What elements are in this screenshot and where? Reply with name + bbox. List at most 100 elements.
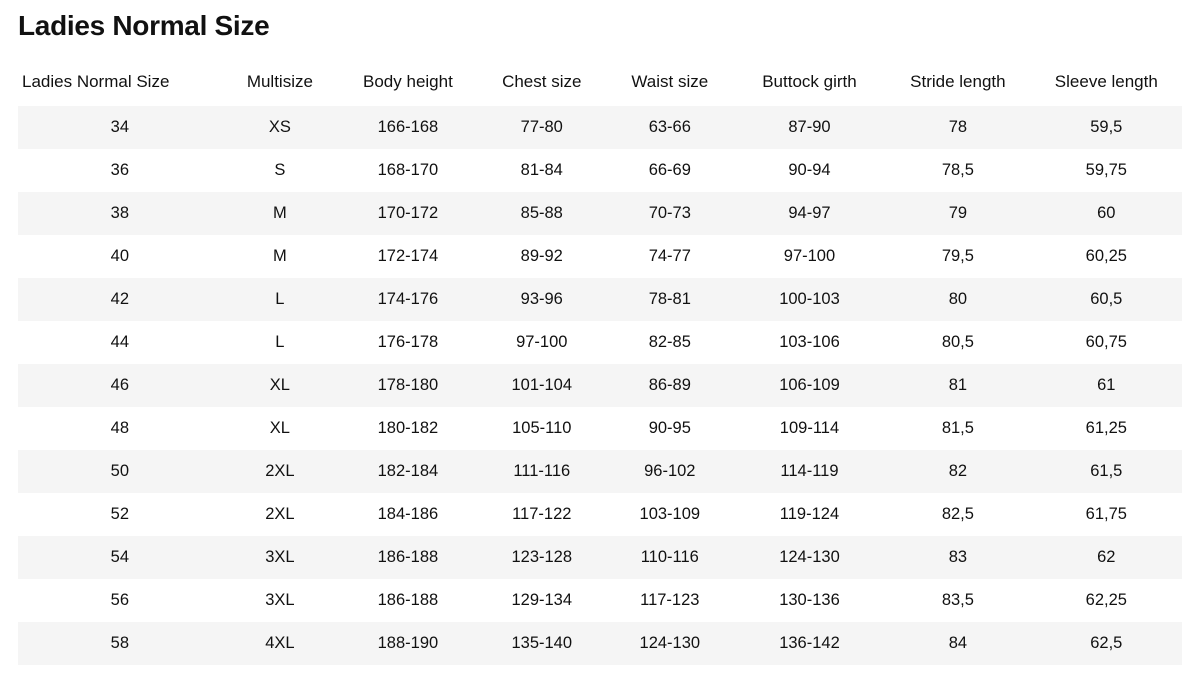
table-cell: 186-188: [338, 536, 478, 579]
table-cell: 78: [885, 106, 1031, 149]
table-cell: 54: [18, 536, 222, 579]
table-cell: 84: [885, 622, 1031, 665]
table-row: 522XL184-186117-122103-109119-12482,561,…: [18, 493, 1182, 536]
table-cell: 117-123: [606, 579, 734, 622]
col-header: Multisize: [222, 60, 338, 106]
table-cell: 135-140: [478, 622, 606, 665]
table-cell: 97-100: [478, 321, 606, 364]
table-row: 36S168-17081-8466-6990-9478,559,75: [18, 149, 1182, 192]
table-cell: 176-178: [338, 321, 478, 364]
table-cell: 188-190: [338, 622, 478, 665]
table-cell: 174-176: [338, 278, 478, 321]
table-cell: 78-81: [606, 278, 734, 321]
col-header: Body height: [338, 60, 478, 106]
table-cell: 80: [885, 278, 1031, 321]
table-row: 584XL188-190135-140124-130136-1428462,5: [18, 622, 1182, 665]
table-cell: 34: [18, 106, 222, 149]
table-cell: 79,5: [885, 235, 1031, 278]
table-cell: 82,5: [885, 493, 1031, 536]
table-cell: M: [222, 235, 338, 278]
table-cell: 62,5: [1031, 622, 1182, 665]
table-cell: S: [222, 149, 338, 192]
table-cell: 56: [18, 579, 222, 622]
table-row: 543XL186-188123-128110-116124-1308362: [18, 536, 1182, 579]
table-cell: 59,5: [1031, 106, 1182, 149]
table-row: 40M172-17489-9274-7797-10079,560,25: [18, 235, 1182, 278]
table-cell: 136-142: [734, 622, 885, 665]
table-row: 38M170-17285-8870-7394-977960: [18, 192, 1182, 235]
table-header-row: Ladies Normal Size Multisize Body height…: [18, 60, 1182, 106]
table-cell: 3XL: [222, 579, 338, 622]
table-cell: 60,25: [1031, 235, 1182, 278]
table-cell: 83: [885, 536, 1031, 579]
table-cell: 89-92: [478, 235, 606, 278]
table-cell: 129-134: [478, 579, 606, 622]
table-cell: 184-186: [338, 493, 478, 536]
table-row: 502XL182-184111-11696-102114-1198261,5: [18, 450, 1182, 493]
table-cell: 109-114: [734, 407, 885, 450]
table-row: 46XL178-180101-10486-89106-1098161: [18, 364, 1182, 407]
table-cell: 66-69: [606, 149, 734, 192]
table-cell: XS: [222, 106, 338, 149]
table-cell: 59,75: [1031, 149, 1182, 192]
table-cell: 96-102: [606, 450, 734, 493]
table-cell: L: [222, 321, 338, 364]
table-cell: 46: [18, 364, 222, 407]
table-cell: 100-103: [734, 278, 885, 321]
table-row: 34XS166-16877-8063-6687-907859,5: [18, 106, 1182, 149]
table-cell: 82-85: [606, 321, 734, 364]
table-cell: 105-110: [478, 407, 606, 450]
table-cell: 2XL: [222, 493, 338, 536]
table-cell: 44: [18, 321, 222, 364]
table-cell: L: [222, 278, 338, 321]
table-cell: 2XL: [222, 450, 338, 493]
table-cell: 130-136: [734, 579, 885, 622]
table-cell: 74-77: [606, 235, 734, 278]
table-cell: 42: [18, 278, 222, 321]
table-cell: 172-174: [338, 235, 478, 278]
table-cell: 83,5: [885, 579, 1031, 622]
table-cell: 82: [885, 450, 1031, 493]
table-cell: 60,75: [1031, 321, 1182, 364]
table-cell: 178-180: [338, 364, 478, 407]
page-title: Ladies Normal Size: [18, 10, 1182, 42]
table-cell: 60: [1031, 192, 1182, 235]
table-cell: 61,25: [1031, 407, 1182, 450]
table-cell: 61,75: [1031, 493, 1182, 536]
size-table: Ladies Normal Size Multisize Body height…: [18, 60, 1182, 665]
table-cell: 86-89: [606, 364, 734, 407]
table-cell: 70-73: [606, 192, 734, 235]
table-cell: 3XL: [222, 536, 338, 579]
table-cell: 50: [18, 450, 222, 493]
table-cell: 186-188: [338, 579, 478, 622]
table-cell: 40: [18, 235, 222, 278]
table-cell: 106-109: [734, 364, 885, 407]
table-row: 44L176-17897-10082-85103-10680,560,75: [18, 321, 1182, 364]
table-row: 563XL186-188129-134117-123130-13683,562,…: [18, 579, 1182, 622]
table-cell: 62,25: [1031, 579, 1182, 622]
table-cell: 48: [18, 407, 222, 450]
table-cell: 60,5: [1031, 278, 1182, 321]
table-cell: 101-104: [478, 364, 606, 407]
table-cell: 62: [1031, 536, 1182, 579]
table-cell: 80,5: [885, 321, 1031, 364]
table-cell: 180-182: [338, 407, 478, 450]
table-cell: 103-106: [734, 321, 885, 364]
table-cell: 110-116: [606, 536, 734, 579]
table-cell: 77-80: [478, 106, 606, 149]
table-cell: 90-94: [734, 149, 885, 192]
table-cell: 97-100: [734, 235, 885, 278]
col-header: Chest size: [478, 60, 606, 106]
table-cell: 124-130: [606, 622, 734, 665]
table-cell: XL: [222, 364, 338, 407]
table-cell: 123-128: [478, 536, 606, 579]
table-cell: 61: [1031, 364, 1182, 407]
table-cell: 94-97: [734, 192, 885, 235]
table-cell: 52: [18, 493, 222, 536]
table-cell: M: [222, 192, 338, 235]
table-cell: 87-90: [734, 106, 885, 149]
table-cell: 90-95: [606, 407, 734, 450]
table-cell: 61,5: [1031, 450, 1182, 493]
table-cell: 170-172: [338, 192, 478, 235]
table-cell: 103-109: [606, 493, 734, 536]
